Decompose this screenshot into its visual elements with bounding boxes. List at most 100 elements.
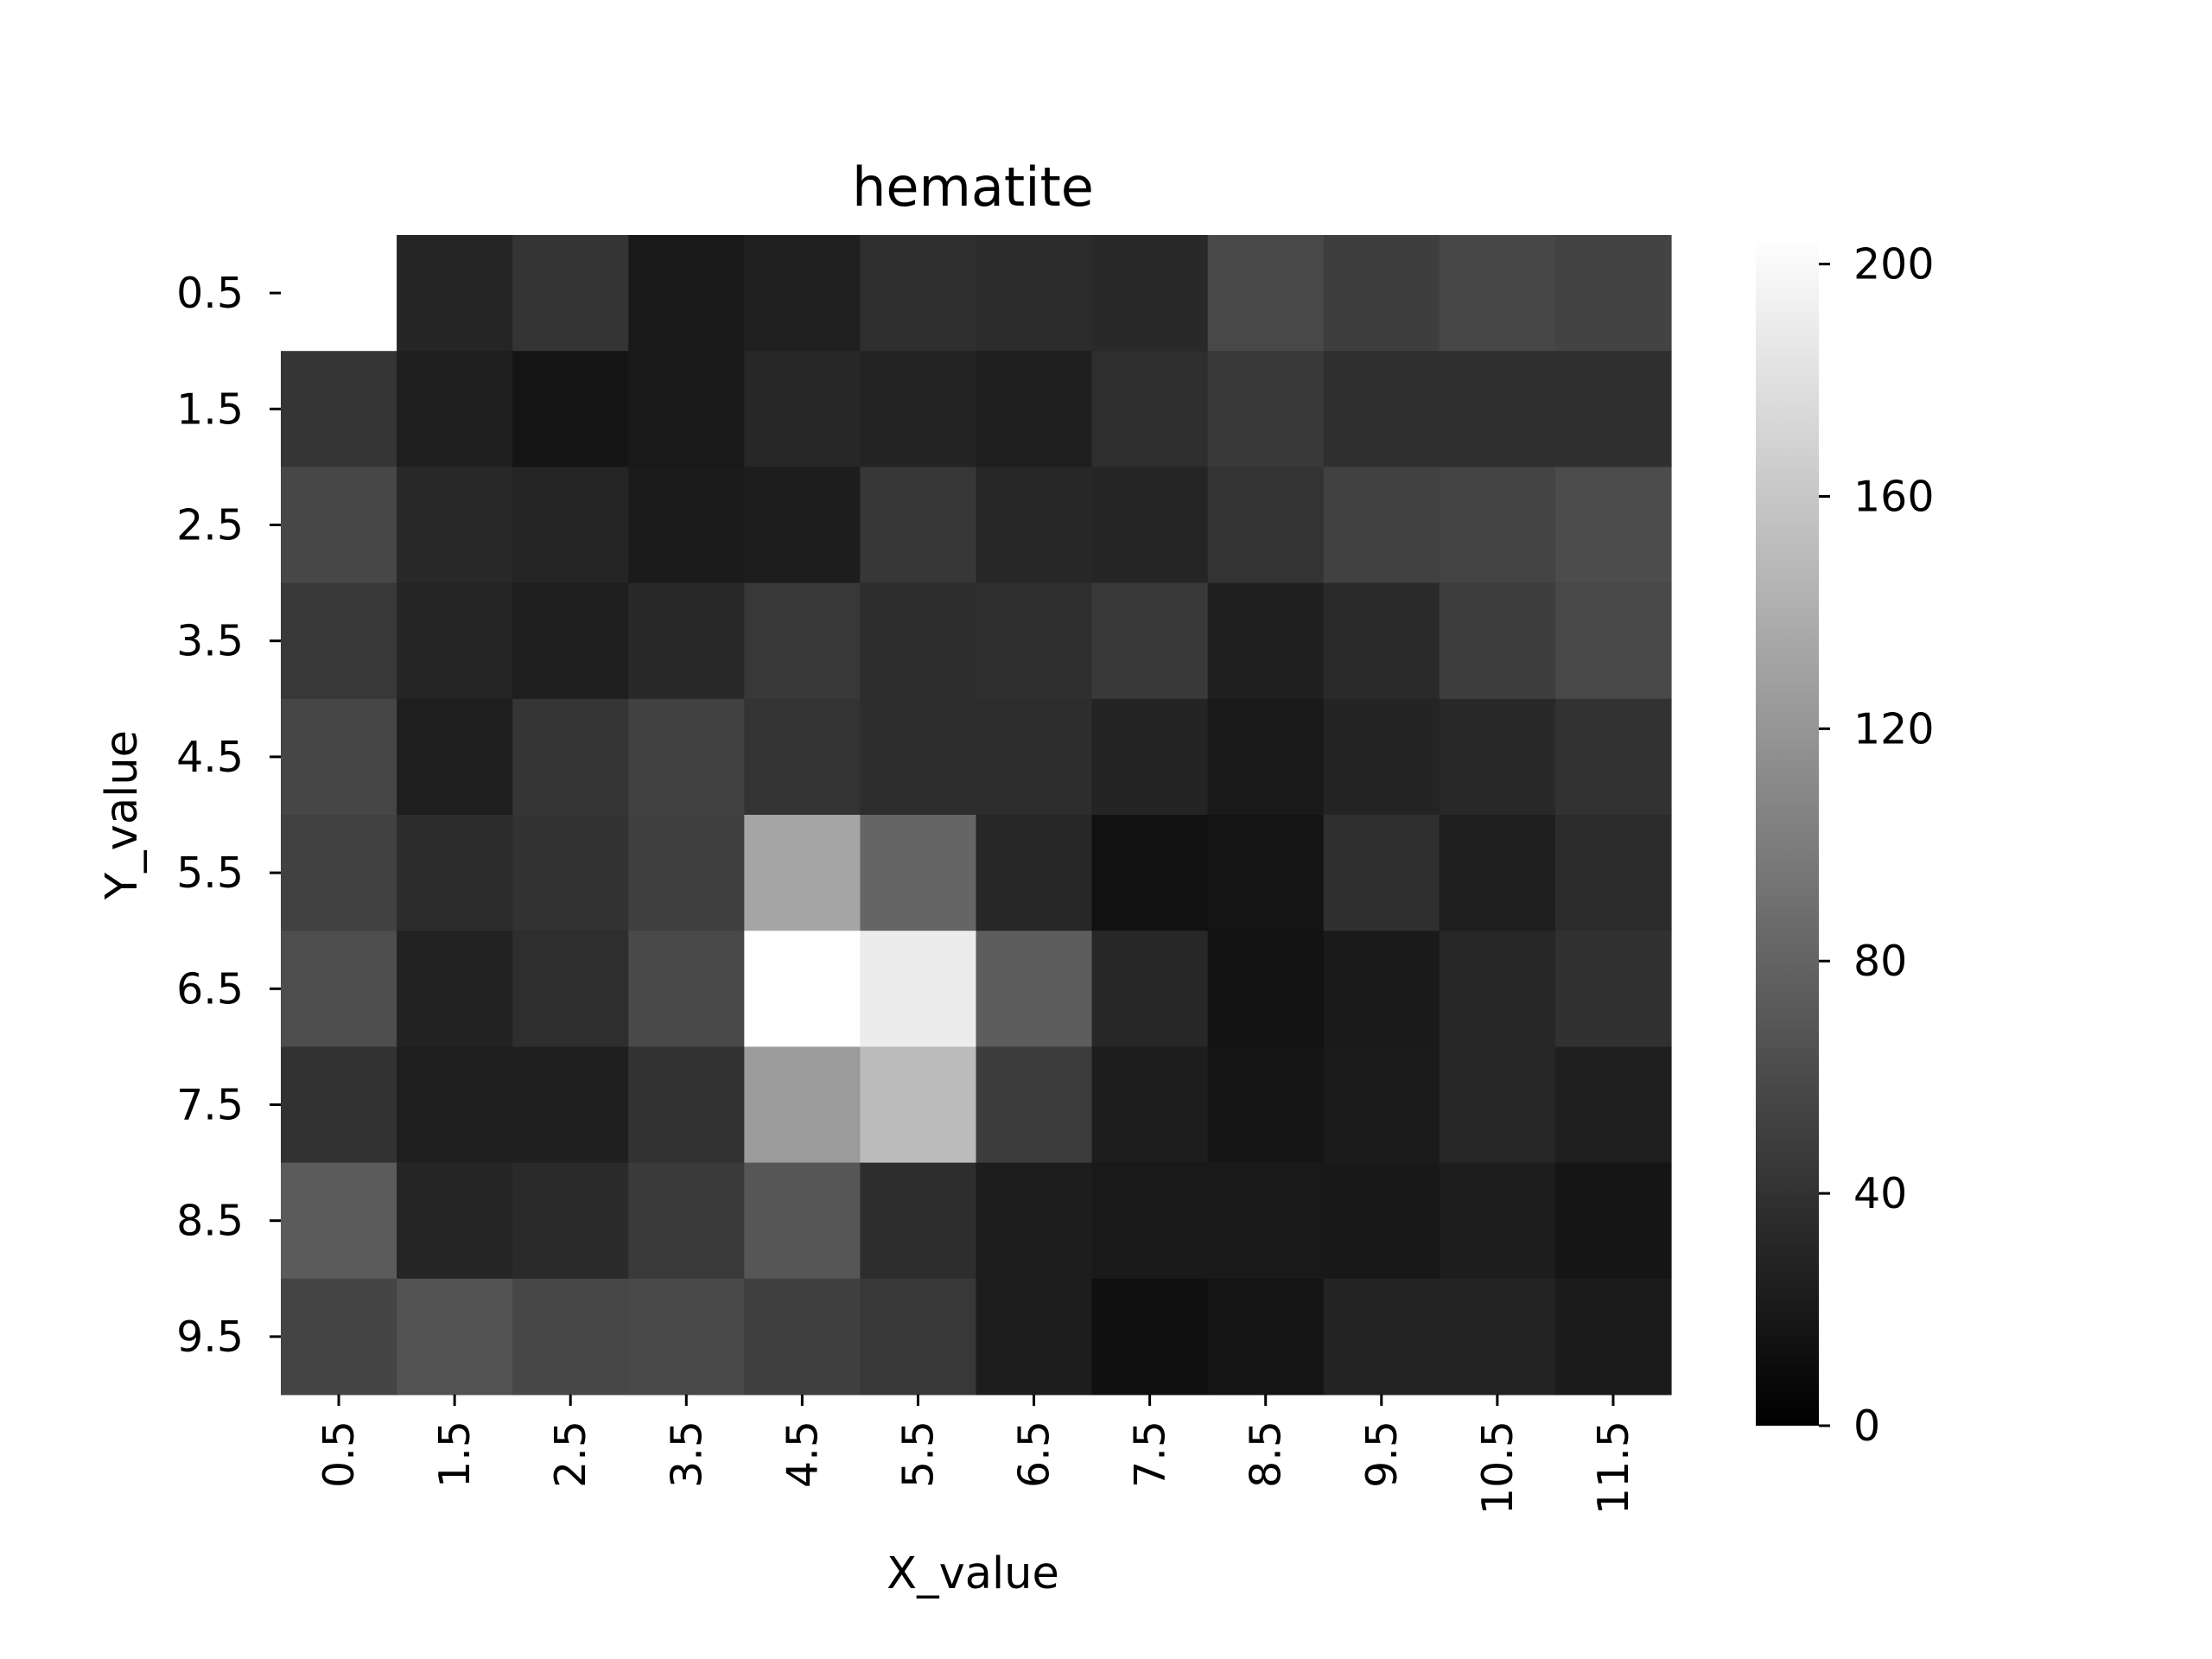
heatmap-cell bbox=[860, 351, 977, 467]
heatmap-cell bbox=[397, 815, 513, 931]
heatmap-cell bbox=[628, 582, 745, 700]
heatmap-cell bbox=[976, 235, 1093, 352]
heatmap-cell bbox=[1439, 467, 1556, 584]
heatmap-cell bbox=[281, 815, 397, 931]
heatmap-cell bbox=[1207, 1046, 1325, 1164]
heatmap-cell bbox=[397, 698, 513, 816]
heatmap-cell bbox=[976, 351, 1093, 467]
heatmap-cell bbox=[1207, 582, 1325, 700]
heatmap-cell bbox=[1554, 1162, 1672, 1280]
heatmap-cell bbox=[860, 582, 977, 700]
x-axis-label: X_value bbox=[887, 1548, 1059, 1599]
heatmap-cell bbox=[628, 815, 745, 931]
heatmap-cell bbox=[744, 235, 861, 352]
x-axis-ticks: 0.5 1.5 2.5 3.5 4.5 5.5 6.5 7.5 8.5 9.5 10.5 11.5 bbox=[315, 1395, 1638, 1515]
heatmap-cell bbox=[281, 1278, 397, 1395]
heatmap-cell bbox=[1323, 931, 1440, 1047]
x-tick-label: 4.5 bbox=[778, 1421, 827, 1488]
heatmap-cell bbox=[976, 1162, 1093, 1280]
heatmap-cell bbox=[628, 1162, 745, 1280]
heatmap-cell bbox=[628, 1046, 745, 1164]
heatmap-cell bbox=[1554, 467, 1672, 584]
heatmap-cell bbox=[1554, 582, 1672, 700]
x-tick-label: 7.5 bbox=[1126, 1421, 1175, 1488]
colorbar-tick-label: 160 bbox=[1853, 472, 1935, 521]
heatmap-cell bbox=[281, 1046, 397, 1164]
heatmap-cell bbox=[1091, 1278, 1209, 1395]
heatmap-cell bbox=[860, 698, 977, 816]
heatmap-cell bbox=[976, 467, 1093, 584]
heatmap-cell bbox=[1439, 1162, 1556, 1280]
heatmap-cell bbox=[1554, 351, 1672, 467]
y-tick-label: 5.5 bbox=[176, 849, 244, 898]
heatmap-cell bbox=[1554, 698, 1672, 816]
heatmap-cell bbox=[628, 467, 745, 584]
heatmap-cell bbox=[1323, 582, 1440, 700]
y-tick-label: 8.5 bbox=[176, 1197, 244, 1246]
heatmap-cell bbox=[744, 1162, 861, 1280]
heatmap-cell bbox=[281, 931, 397, 1047]
heatmap-cell bbox=[512, 931, 629, 1047]
chart-title: hematite bbox=[852, 156, 1094, 219]
heatmap-cell bbox=[860, 467, 977, 584]
heatmap-cell bbox=[976, 1046, 1093, 1164]
heatmap-cell bbox=[976, 698, 1093, 816]
heatmap-cell bbox=[744, 1046, 861, 1164]
heatmap-cell bbox=[1323, 235, 1440, 352]
heatmap-cell bbox=[976, 931, 1093, 1047]
x-tick-label: 8.5 bbox=[1242, 1421, 1291, 1488]
heatmap-cell bbox=[281, 467, 397, 584]
heatmap-cell bbox=[1554, 1278, 1672, 1395]
y-tick-label: 0.5 bbox=[176, 269, 244, 318]
y-tick-label: 7.5 bbox=[176, 1081, 244, 1130]
heatmap-cell bbox=[1323, 815, 1440, 931]
heatmap-cell bbox=[1554, 931, 1672, 1047]
heatmap-cell bbox=[281, 1162, 397, 1280]
colorbar-tick-label: 120 bbox=[1853, 704, 1935, 753]
heatmap-cell bbox=[397, 1278, 513, 1395]
y-tick-label: 4.5 bbox=[176, 733, 244, 782]
y-tick-label: 3.5 bbox=[176, 617, 244, 666]
heatmap-cell bbox=[397, 582, 513, 700]
colorbar-tick-label: 200 bbox=[1853, 240, 1935, 289]
heatmap-cell bbox=[512, 698, 629, 816]
heatmap-cell bbox=[1207, 1162, 1325, 1280]
heatmap-cell bbox=[281, 698, 397, 816]
heatmap-cell bbox=[397, 467, 513, 584]
heatmap-cell bbox=[628, 351, 745, 467]
heatmap-cell bbox=[512, 1162, 629, 1280]
heatmap-cell bbox=[628, 1278, 745, 1395]
heatmap-cell bbox=[1207, 1278, 1325, 1395]
heatmap-cell bbox=[512, 582, 629, 700]
heatmap-cell bbox=[976, 1278, 1093, 1395]
heatmap-cell bbox=[512, 1278, 629, 1395]
heatmap-cell bbox=[1207, 351, 1325, 467]
heatmap-cell bbox=[1091, 235, 1209, 352]
heatmap-cell bbox=[1554, 235, 1672, 352]
heatmap-cell bbox=[397, 1162, 513, 1280]
y-tick-label: 2.5 bbox=[176, 501, 244, 550]
heatmap-cell bbox=[1091, 815, 1209, 931]
colorbar-ticks: 0 40 80 120 160 200 bbox=[1819, 240, 1935, 1451]
heatmap-cell bbox=[860, 1278, 977, 1395]
heatmap-cell bbox=[1439, 235, 1556, 352]
heatmap-cell bbox=[1207, 698, 1325, 816]
heatmap-cell bbox=[281, 351, 397, 467]
heatmap-cell bbox=[628, 931, 745, 1047]
heatmap-cells bbox=[281, 235, 1672, 1395]
colorbar-tick-label: 80 bbox=[1853, 937, 1907, 986]
heatmap-cell bbox=[1439, 582, 1556, 700]
y-axis-ticks: 0.5 1.5 2.5 3.5 4.5 5.5 6.5 7.5 8.5 9.5 bbox=[176, 269, 281, 1362]
heatmap-cell bbox=[860, 1162, 977, 1280]
colorbar bbox=[1756, 235, 1819, 1426]
heatmap-cell bbox=[397, 1046, 513, 1164]
heatmap-cell bbox=[744, 698, 861, 816]
x-tick-label: 2.5 bbox=[546, 1421, 595, 1488]
heatmap-cell bbox=[628, 698, 745, 816]
heatmap-cell bbox=[1091, 1162, 1209, 1280]
y-tick-label: 1.5 bbox=[176, 385, 244, 434]
heatmap-cell bbox=[1439, 1278, 1556, 1395]
heatmap-cell bbox=[512, 1046, 629, 1164]
heatmap-cell bbox=[744, 351, 861, 467]
